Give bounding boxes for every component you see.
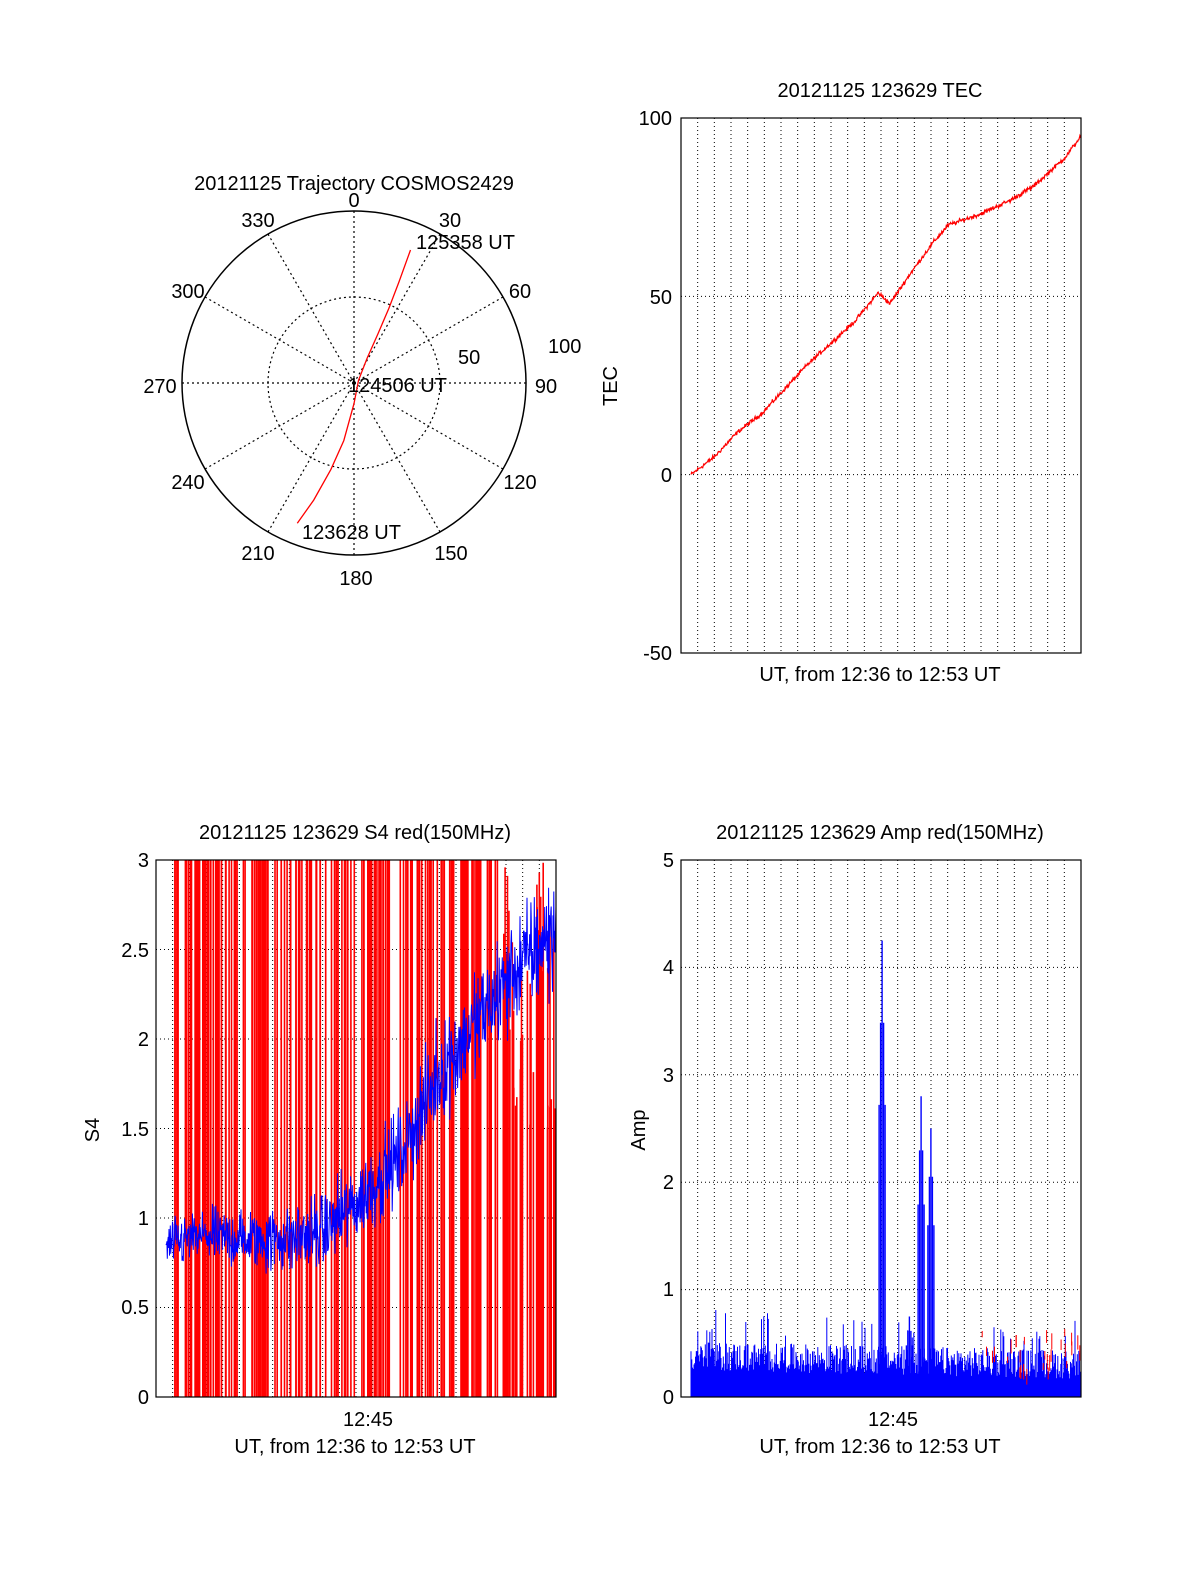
amp-ytick-4: 4 <box>663 957 674 979</box>
polar-outer-circle <box>181 210 527 556</box>
polar-spoke-60 <box>353 296 504 384</box>
polar-azimuth-label-30: 30 <box>439 210 461 232</box>
polar-azimuth-label-240: 240 <box>171 472 204 494</box>
tec-ylabel: TEC <box>600 366 622 406</box>
polar-spoke-150 <box>353 382 441 533</box>
polar-azimuth-label-270: 270 <box>143 376 176 398</box>
polar-spoke-300 <box>204 296 355 384</box>
s4-ytick-0-5: 0.5 <box>121 1297 149 1319</box>
s4-panel: 20121125 123629 S4 red(150MHz) 3 2.5 2 1… <box>82 822 557 1458</box>
s4-xlabel: UT, from 12:36 to 12:53 UT <box>234 1436 475 1458</box>
polar-azimuth-label-90: 90 <box>535 376 557 398</box>
polar-azimuth-label-120: 120 <box>503 472 536 494</box>
s4-red-spikes <box>174 860 556 1397</box>
tec-ytick-minus50: -50 <box>643 643 672 665</box>
tec-xlabel: UT, from 12:36 to 12:53 UT <box>759 664 1000 686</box>
polar-azimuth-label-150: 150 <box>434 543 467 565</box>
polar-trajectory-line <box>296 249 412 524</box>
polar-azimuth-label-0: 0 <box>348 190 359 212</box>
s4-plot-frame <box>155 859 557 1398</box>
polar-spoke-210 <box>267 382 355 533</box>
amp-ytick-5: 5 <box>663 850 674 872</box>
s4-ytick-0: 0 <box>138 1387 149 1409</box>
tec-series-line <box>690 133 1082 475</box>
polar-radius-label-100: 100 <box>548 336 581 358</box>
polar-azimuth-label-330: 330 <box>241 210 274 232</box>
trajectory-end-label: 125358 UT <box>416 232 515 254</box>
polar-azimuth-label-180: 180 <box>339 568 372 590</box>
amp-xtick-1245: 12:45 <box>868 1409 918 1431</box>
polar-title: 20121125 Trajectory COSMOS2429 <box>194 173 514 195</box>
tec-panel: 20121125 123629 TEC 100 50 0 -50 TEC UT,… <box>600 80 1082 686</box>
s4-ytick-1-5: 1.5 <box>121 1119 149 1141</box>
s4-title: 20121125 123629 S4 red(150MHz) <box>199 822 511 844</box>
trajectory-mid-label: 124506 UT <box>348 375 447 397</box>
tec-ytick-50: 50 <box>650 287 672 309</box>
polar-trajectory-panel: 20121125 Trajectory COSMOS2429 0 30 60 90 12… <box>143 173 581 590</box>
amp-ytick-2: 2 <box>663 1172 674 1194</box>
polar-spoke-330 <box>267 233 355 384</box>
polar-azimuth-label-300: 300 <box>171 281 204 303</box>
polar-grid <box>182 211 526 555</box>
amp-ytick-3: 3 <box>663 1065 674 1087</box>
polar-spoke-30 <box>353 233 441 384</box>
amp-xlabel: UT, from 12:36 to 12:53 UT <box>759 1436 1000 1458</box>
trajectory-start-label: 123628 UT <box>302 522 401 544</box>
s4-ytick-3: 3 <box>138 850 149 872</box>
amp-title: 20121125 123629 Amp red(150MHz) <box>716 822 1044 844</box>
s4-blue-series-line <box>165 887 557 1274</box>
tec-ytick-0: 0 <box>661 465 672 487</box>
amp-red-spikes <box>981 1328 1081 1385</box>
polar-spoke-120 <box>353 382 504 470</box>
s4-ylabel: S4 <box>82 1118 104 1142</box>
amp-blue-spikes <box>690 940 1082 1397</box>
s4-ytick-2: 2 <box>138 1029 149 1051</box>
amp-panel: 20121125 123629 Amp red(150MHz) 5 4 3 2 … <box>628 822 1082 1458</box>
polar-radius-label-50: 50 <box>458 347 480 369</box>
amp-ytick-0: 0 <box>663 1387 674 1409</box>
tec-grid <box>681 118 1081 653</box>
s4-ytick-2-5: 2.5 <box>121 940 149 962</box>
amp-ylabel: Amp <box>628 1109 650 1150</box>
polar-azimuth-label-210: 210 <box>241 543 274 565</box>
polar-azimuth-labels: 0 30 60 90 120 150 180 210 240 270 300 330 <box>143 190 557 590</box>
amp-ytick-1: 1 <box>663 1279 674 1301</box>
polar-azimuth-label-60: 60 <box>509 281 531 303</box>
tec-title: 20121125 123629 TEC <box>778 80 983 102</box>
amp-plot-frame <box>680 859 1082 1398</box>
polar-spoke-240 <box>204 382 355 470</box>
tec-plot-frame <box>680 117 1082 654</box>
tec-ytick-100: 100 <box>639 108 672 130</box>
s4-ytick-1: 1 <box>138 1208 149 1230</box>
s4-xtick-1245: 12:45 <box>343 1409 393 1431</box>
